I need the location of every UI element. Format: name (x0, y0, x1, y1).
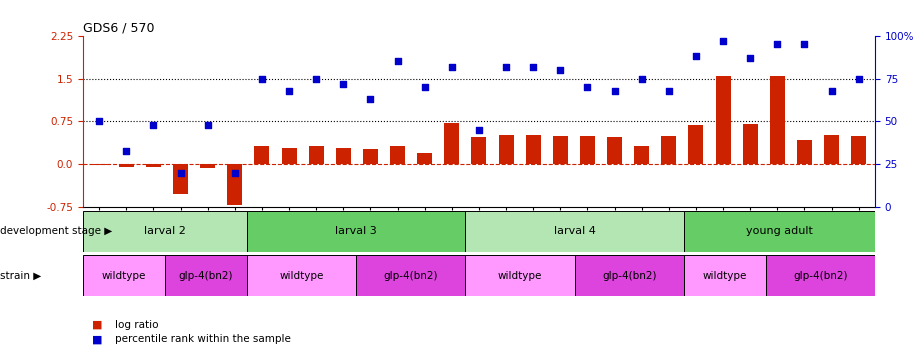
Text: ■: ■ (92, 334, 102, 344)
Bar (851, 136, 866, 164)
Bar (575, 255, 683, 296)
Point (472, 127, 486, 133)
Bar (683, 255, 765, 296)
Bar (200, 164, 216, 168)
Text: glp-4(bn2): glp-4(bn2) (602, 271, 657, 281)
Bar (797, 140, 812, 164)
Bar (580, 136, 595, 164)
Bar (336, 148, 351, 164)
Bar (770, 76, 785, 164)
Point (851, 76, 866, 81)
Bar (472, 137, 486, 164)
Bar (765, 255, 875, 296)
Bar (356, 255, 465, 296)
Text: log ratio: log ratio (115, 320, 158, 330)
Point (173, 170, 188, 176)
Point (797, 41, 811, 47)
Point (689, 54, 704, 59)
Bar (824, 135, 839, 164)
Bar (683, 211, 875, 252)
Bar (742, 124, 758, 164)
Bar (391, 146, 405, 164)
Bar (689, 125, 704, 164)
Point (254, 76, 269, 81)
Point (498, 64, 513, 69)
Point (607, 88, 622, 94)
Point (417, 84, 432, 90)
Bar (309, 146, 323, 164)
Bar (92, 164, 107, 165)
Bar (553, 136, 567, 164)
Bar (173, 164, 188, 194)
Bar (83, 255, 165, 296)
Text: percentile rank within the sample: percentile rank within the sample (115, 334, 291, 344)
Text: GDS6 / 570: GDS6 / 570 (83, 21, 155, 35)
Point (824, 88, 839, 94)
Point (336, 81, 351, 86)
Bar (247, 211, 465, 252)
Bar (635, 146, 649, 164)
Text: glp-4(bn2): glp-4(bn2) (793, 271, 847, 281)
Point (580, 84, 595, 90)
Bar (607, 137, 622, 164)
Bar (119, 164, 134, 166)
Text: wildtype: wildtype (101, 271, 146, 281)
Text: larval 4: larval 4 (554, 226, 596, 236)
Text: glp-4(bn2): glp-4(bn2) (383, 271, 437, 281)
Point (445, 64, 460, 69)
Text: young adult: young adult (746, 226, 813, 236)
Point (635, 76, 649, 81)
Point (526, 64, 541, 69)
Bar (498, 135, 514, 164)
Text: larval 3: larval 3 (335, 226, 377, 236)
Text: strain ▶: strain ▶ (0, 271, 41, 281)
Point (200, 122, 215, 128)
Point (227, 170, 242, 176)
Text: wildtype: wildtype (497, 271, 542, 281)
Text: larval 2: larval 2 (144, 226, 186, 236)
Bar (247, 255, 356, 296)
Text: wildtype: wildtype (279, 271, 323, 281)
Bar (716, 76, 730, 164)
Bar (444, 123, 460, 164)
Bar (363, 149, 378, 164)
Point (119, 148, 134, 154)
Bar (465, 255, 575, 296)
Point (92, 119, 107, 124)
Point (309, 76, 323, 81)
Text: development stage ▶: development stage ▶ (0, 226, 112, 236)
Point (661, 88, 676, 94)
Point (553, 67, 567, 73)
Bar (165, 255, 247, 296)
Point (743, 55, 758, 61)
Bar (282, 148, 297, 164)
Point (146, 122, 161, 128)
Bar (83, 211, 247, 252)
Bar (146, 164, 161, 166)
Point (363, 96, 378, 102)
Bar (526, 135, 541, 164)
Bar (661, 136, 676, 164)
Text: wildtype: wildtype (703, 271, 747, 281)
Point (282, 88, 297, 94)
Bar (465, 211, 683, 252)
Bar (254, 146, 269, 164)
Text: glp-4(bn2): glp-4(bn2) (179, 271, 233, 281)
Point (391, 59, 405, 64)
Text: ■: ■ (92, 320, 102, 330)
Bar (227, 164, 242, 205)
Bar (417, 153, 432, 164)
Point (716, 38, 730, 44)
Point (770, 41, 785, 47)
